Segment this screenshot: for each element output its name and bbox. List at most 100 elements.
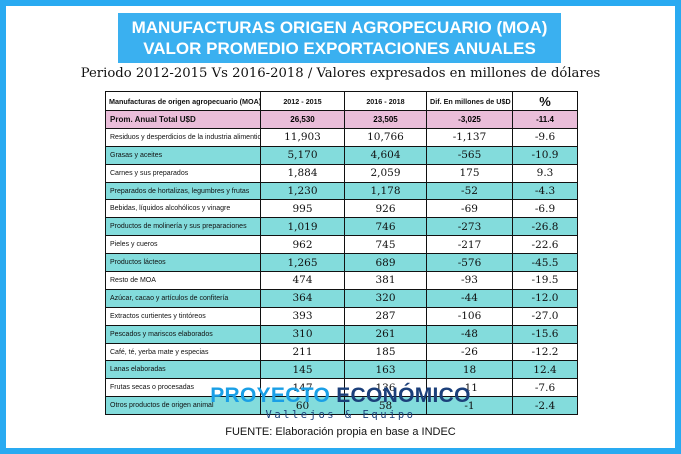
table-row: Carnes y sus preparados 1,884 2,059 175 9.3 xyxy=(105,163,578,183)
row-diff: -217 xyxy=(426,235,513,255)
table-row: Preparados de hortalizas, legumbres y fr… xyxy=(105,181,578,201)
row-category: Lanas elaboradas xyxy=(105,360,261,380)
table-row: Lanas elaboradas 145 163 18 12.4 xyxy=(105,360,578,380)
row-2012-2015: 364 xyxy=(260,288,345,308)
row-diff: -52 xyxy=(426,181,513,201)
table-body: Prom. Anual Total U$D 26,530 23,505 -3,0… xyxy=(105,110,578,416)
row-percent: -27.0 xyxy=(512,306,578,326)
proyecto-economico-logo: PROYECTO ECONÓMICO xyxy=(6,384,675,408)
row-2012-2015: 474 xyxy=(260,271,345,290)
title-line-2: VALOR PROMEDIO EXPORTACIONES ANUALES xyxy=(143,39,536,58)
row-diff: -44 xyxy=(426,288,513,308)
table-row: Grasas y aceites 5,170 4,604 -565 -10.9 xyxy=(105,145,578,165)
row-2016-2018: 185 xyxy=(344,342,427,362)
row-2016-2018: 58 xyxy=(344,396,427,416)
row-2012-2015: 5,170 xyxy=(260,145,345,165)
row-2016-2018: 163 xyxy=(344,360,427,380)
page-frame: MANUFACTURAS ORIGEN AGROPECUARIO (MOA) V… xyxy=(6,6,675,448)
source-note: FUENTE: Elaboración propia en base a IND… xyxy=(225,426,456,438)
row-category: Bebidas, líquidos alcohólicos y vinagre xyxy=(105,199,261,219)
row-2012-2015: 1,019 xyxy=(260,217,345,237)
row-percent: -45.5 xyxy=(512,253,578,273)
row-percent: -7.6 xyxy=(512,378,578,398)
total-2012-2015: 26,530 xyxy=(260,110,345,129)
total-row: Prom. Anual Total U$D 26,530 23,505 -3,0… xyxy=(105,110,578,129)
row-percent: -4.3 xyxy=(512,181,578,201)
row-percent: -6.9 xyxy=(512,199,578,219)
row-2016-2018: 1,178 xyxy=(344,181,427,201)
row-2016-2018: 689 xyxy=(344,253,427,273)
row-percent: -10.9 xyxy=(512,145,578,165)
row-2016-2018: 10,766 xyxy=(344,127,427,147)
row-diff: -273 xyxy=(426,217,513,237)
table-row: Azúcar, cacao y artículos de confitería 3… xyxy=(105,288,578,308)
title-banner: MANUFACTURAS ORIGEN AGROPECUARIO (MOA) V… xyxy=(118,13,561,63)
row-percent: -26.8 xyxy=(512,217,578,237)
row-category: Preparados de hortalizas, legumbres y fr… xyxy=(105,181,261,201)
row-2012-2015: 147 xyxy=(260,378,345,398)
row-2016-2018: 746 xyxy=(344,217,427,237)
row-percent: -2.4 xyxy=(512,396,578,416)
row-2012-2015: 393 xyxy=(260,306,345,326)
row-diff: -69 xyxy=(426,199,513,219)
row-2012-2015: 1,230 xyxy=(260,181,345,201)
row-2012-2015: 11,903 xyxy=(260,127,345,147)
row-category: Resto de MOA xyxy=(105,271,261,290)
row-category: Café, té, yerba mate y especias xyxy=(105,342,261,362)
row-2012-2015: 962 xyxy=(260,235,345,255)
row-percent: 9.3 xyxy=(512,163,578,183)
row-diff: -1,137 xyxy=(426,127,513,147)
table-row: Residuos y desperdicios de la industria … xyxy=(105,127,578,147)
title-line-1: MANUFACTURAS ORIGEN AGROPECUARIO (MOA) xyxy=(131,18,548,37)
subtitle: Periodo 2012-2015 Vs 2016-2018 / Valores… xyxy=(80,66,601,81)
row-diff: -576 xyxy=(426,253,513,273)
row-2016-2018: 2,059 xyxy=(344,163,427,183)
row-2016-2018: 4,604 xyxy=(344,145,427,165)
row-diff: -48 xyxy=(426,324,513,344)
row-2016-2018: 287 xyxy=(344,306,427,326)
row-diff: 175 xyxy=(426,163,513,183)
row-2016-2018: 745 xyxy=(344,235,427,255)
row-percent: -12.2 xyxy=(512,342,578,362)
row-category: Carnes y sus preparados xyxy=(105,163,261,183)
row-diff: -26 xyxy=(426,342,513,362)
total-label: Prom. Anual Total U$D xyxy=(105,110,261,129)
row-category: Otros productos de origen animal xyxy=(105,396,261,416)
row-2012-2015: 211 xyxy=(260,342,345,362)
row-diff: -93 xyxy=(426,271,513,290)
logo-word-1: PROYECTO xyxy=(210,384,331,407)
row-category: Residuos y desperdicios de la industria … xyxy=(105,127,261,147)
row-category: Pieles y cueros xyxy=(105,235,261,255)
row-2012-2015: 1,265 xyxy=(260,253,345,273)
row-2016-2018: 261 xyxy=(344,324,427,344)
table-row: Café, té, yerba mate y especias 211 185 -26… xyxy=(105,342,578,362)
col-header-2016-2018: 2016 - 2018 xyxy=(344,91,427,111)
logo-tagline: Vallejos & Equipo xyxy=(265,409,416,421)
table-row: Pieles y cueros 962 745 -217 -22.6 xyxy=(105,235,578,255)
row-2012-2015: 1,884 xyxy=(260,163,345,183)
row-2012-2015: 145 xyxy=(260,360,345,380)
total-percent: -11.4 xyxy=(512,110,578,129)
row-2012-2015: 995 xyxy=(260,199,345,219)
col-header-category: Manufacturas de origen agropecuario (MOA… xyxy=(105,91,261,111)
table-row: Bebidas, líquidos alcohólicos y vinagre 9… xyxy=(105,199,578,219)
logo-word-2: ECONÓMICO xyxy=(336,384,471,407)
table-row: Otros productos de origen animal 60 58 -1 -2… xyxy=(105,396,578,416)
row-percent: -19.5 xyxy=(512,271,578,290)
row-category: Frutas secas o procesadas xyxy=(105,378,261,398)
table-row: Productos lácteos 1,265 689 -576 -45.5 xyxy=(105,253,578,273)
row-percent: -22.6 xyxy=(512,235,578,255)
row-category: Extractos curtientes y tintóreos xyxy=(105,306,261,326)
row-percent: -9.6 xyxy=(512,127,578,147)
col-header-percent: % xyxy=(512,91,578,111)
row-percent: -12.0 xyxy=(512,288,578,308)
row-category: Azúcar, cacao y artículos de confitería xyxy=(105,288,261,308)
table-row: Extractos curtientes y tintóreos 393 287 -1… xyxy=(105,306,578,326)
row-percent: -15.6 xyxy=(512,324,578,344)
total-diff: -3,025 xyxy=(426,110,513,129)
row-2012-2015: 60 xyxy=(260,396,345,416)
row-2016-2018: 320 xyxy=(344,288,427,308)
col-header-diff: Dif. En millones de U$D xyxy=(426,91,513,111)
total-2016-2018: 23,505 xyxy=(344,110,427,129)
table-header-row: Manufacturas de origen agropecuario (MOA… xyxy=(105,91,578,111)
